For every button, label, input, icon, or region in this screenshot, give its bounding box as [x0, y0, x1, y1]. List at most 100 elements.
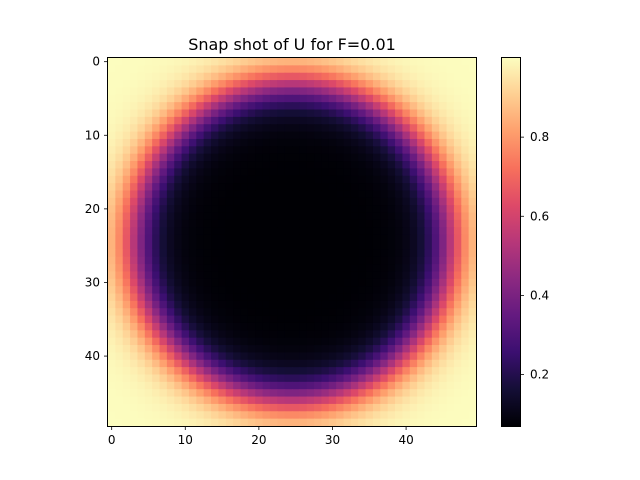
heatmap-cell	[461, 322, 470, 331]
heatmap-cell	[181, 219, 190, 228]
heatmap-cell	[218, 374, 227, 383]
heatmap-cell	[395, 264, 403, 273]
heatmap-cell	[321, 278, 330, 287]
heatmap-cell	[262, 109, 271, 118]
heatmap-cell	[387, 227, 396, 236]
heatmap-cell	[166, 322, 175, 331]
heatmap-cell	[277, 205, 286, 214]
heatmap-cell	[409, 396, 418, 405]
heatmap-cell	[196, 234, 205, 243]
heatmap-cell	[328, 80, 337, 89]
heatmap-cell	[372, 308, 381, 317]
heatmap-cell	[314, 65, 323, 74]
heatmap-cell	[365, 403, 374, 412]
heatmap-cell	[321, 80, 330, 89]
heatmap-cell	[240, 308, 249, 317]
heatmap-cell	[159, 219, 168, 228]
heatmap-cell	[115, 80, 124, 89]
heatmap-cell	[306, 345, 315, 353]
heatmap-cell	[431, 264, 440, 273]
heatmap-cell	[196, 330, 205, 339]
heatmap-cell	[439, 352, 448, 361]
heatmap-cell	[365, 308, 374, 317]
heatmap-cell	[144, 72, 153, 81]
heatmap-cell	[446, 227, 455, 236]
heatmap-cell	[247, 308, 256, 317]
heatmap-cell	[174, 72, 183, 81]
heatmap-cell	[225, 72, 234, 81]
heatmap-cell	[218, 168, 227, 177]
heatmap-cell	[365, 219, 374, 228]
heatmap-cell	[130, 58, 139, 66]
heatmap-cell	[122, 403, 131, 412]
heatmap-cell	[233, 58, 242, 66]
heatmap-cell	[144, 212, 153, 221]
heatmap-cell	[380, 94, 389, 103]
heatmap-cell	[358, 345, 367, 353]
heatmap-cell	[387, 367, 396, 376]
heatmap-cell	[137, 161, 146, 169]
heatmap-cell	[417, 278, 426, 287]
heatmap-cell	[402, 278, 411, 287]
heatmap-cell	[409, 175, 418, 184]
heatmap-cell	[218, 271, 227, 280]
heatmap-cell	[292, 396, 300, 405]
heatmap-cell	[336, 256, 345, 265]
heatmap-cell	[269, 183, 278, 192]
heatmap-cell	[336, 131, 345, 140]
heatmap-cell	[343, 418, 352, 427]
heatmap-cell	[328, 249, 337, 258]
heatmap-cell	[130, 109, 139, 118]
heatmap-cell	[181, 197, 190, 206]
heatmap-cell	[152, 389, 161, 398]
heatmap-cell	[262, 65, 271, 74]
heatmap-cell	[328, 256, 337, 265]
heatmap-cell	[277, 330, 286, 339]
heatmap-cell	[255, 146, 264, 155]
heatmap-cell	[130, 403, 139, 412]
heatmap-cell	[115, 374, 124, 383]
heatmap-cell	[277, 389, 286, 398]
heatmap-cell	[299, 403, 308, 412]
heatmap-cell	[409, 315, 418, 324]
heatmap-cell	[372, 146, 381, 155]
heatmap-cell	[115, 124, 124, 133]
heatmap-cell	[262, 102, 271, 111]
heatmap-cell	[468, 87, 477, 96]
heatmap-cell	[122, 212, 131, 221]
heatmap-cell	[321, 300, 330, 309]
heatmap-cell	[402, 80, 411, 89]
heatmap-cell	[453, 102, 462, 111]
heatmap-cell	[431, 367, 440, 376]
heatmap-cell	[453, 94, 462, 103]
heatmap-cell	[130, 330, 139, 339]
heatmap-cell	[277, 315, 286, 324]
y-tick-label: 10	[85, 128, 100, 142]
heatmap-cell	[350, 352, 359, 361]
heatmap-cell	[181, 359, 190, 368]
heatmap-cell	[350, 146, 359, 155]
heatmap-cell	[255, 212, 264, 221]
heatmap-cell	[446, 72, 455, 81]
heatmap-cell	[365, 234, 374, 243]
heatmap-cell	[152, 271, 161, 280]
heatmap-cell	[196, 94, 205, 103]
heatmap-cell	[461, 359, 470, 368]
heatmap-cell	[181, 352, 190, 361]
heatmap-cell	[417, 168, 426, 177]
heatmap-cell	[181, 65, 190, 74]
heatmap-cell	[314, 242, 323, 250]
heatmap-cell	[453, 175, 462, 184]
heatmap-cell	[468, 345, 477, 353]
heatmap-cell	[461, 418, 470, 427]
heatmap-cell	[211, 109, 219, 118]
heatmap-cell	[424, 374, 433, 383]
heatmap-cell	[269, 322, 278, 331]
heatmap-cell	[314, 94, 323, 103]
heatmap-cell	[321, 411, 330, 420]
heatmap-cell	[211, 234, 219, 243]
heatmap-cell	[188, 300, 197, 309]
heatmap-cell	[343, 168, 352, 177]
heatmap-cell	[269, 396, 278, 405]
heatmap-cell	[269, 161, 278, 169]
